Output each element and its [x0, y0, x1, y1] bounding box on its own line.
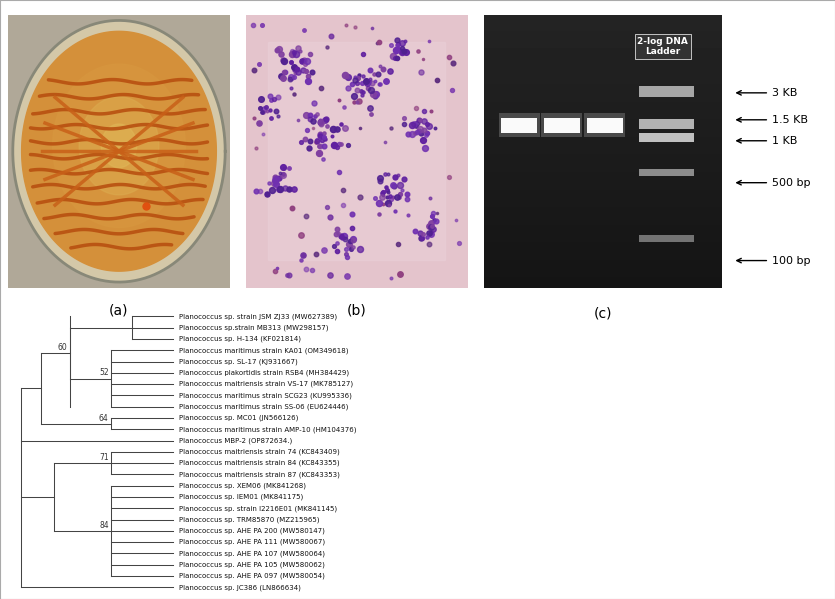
Text: 84: 84 — [99, 521, 109, 530]
Text: Planococcus sp. IEM01 (MK841175): Planococcus sp. IEM01 (MK841175) — [179, 494, 303, 500]
Text: Planococcus plakortidis strain RSB4 (MH384429): Planococcus plakortidis strain RSB4 (MH3… — [179, 370, 349, 376]
Polygon shape — [246, 15, 468, 288]
Text: Planococcus maitriensis strain VS-17 (MK785127): Planococcus maitriensis strain VS-17 (MK… — [179, 381, 352, 388]
Text: 100 bp: 100 bp — [736, 256, 811, 265]
Text: 71: 71 — [99, 453, 109, 462]
Text: Planococcus sp. AHE PA 107 (MW580064): Planococcus sp. AHE PA 107 (MW580064) — [179, 550, 325, 556]
Text: Planococcus sp. MC01 (JN566126): Planococcus sp. MC01 (JN566126) — [179, 415, 298, 421]
Text: (a): (a) — [109, 304, 129, 318]
Text: 64: 64 — [99, 413, 109, 422]
Text: 3 KB: 3 KB — [736, 88, 797, 98]
Text: Planococcus sp. AHE PA 105 (MW580062): Planococcus sp. AHE PA 105 (MW580062) — [179, 561, 325, 568]
Text: (c): (c) — [594, 307, 613, 320]
Polygon shape — [22, 31, 216, 271]
Text: Planococcus maritimus strain SS-06 (EU624446): Planococcus maritimus strain SS-06 (EU62… — [179, 404, 348, 410]
Text: Planococcus sp. XEM06 (MK841268): Planococcus sp. XEM06 (MK841268) — [179, 483, 306, 489]
Text: Planococcus sp. AHE PA 111 (MW580067): Planococcus sp. AHE PA 111 (MW580067) — [179, 539, 325, 546]
Polygon shape — [101, 124, 137, 168]
Text: Planococcus maritimus strain AMP-10 (HM104376): Planococcus maritimus strain AMP-10 (HM1… — [179, 426, 356, 432]
Text: Planococcus sp. SL-17 (KJ931667): Planococcus sp. SL-17 (KJ931667) — [179, 358, 297, 365]
Text: Planococcus sp. H-134 (KF021814): Planococcus sp. H-134 (KF021814) — [179, 336, 301, 342]
Polygon shape — [53, 64, 185, 228]
Text: Planococcus maritimus strain KA01 (OM349618): Planococcus maritimus strain KA01 (OM349… — [179, 347, 348, 353]
Text: 52: 52 — [99, 368, 109, 377]
Text: Planococcus sp. strain I2216E01 (MK841145): Planococcus sp. strain I2216E01 (MK84114… — [179, 505, 337, 512]
Text: 1.5 KB: 1.5 KB — [736, 115, 808, 125]
Text: 60: 60 — [58, 343, 68, 352]
Text: (b): (b) — [347, 304, 367, 318]
Text: Planococcus sp. JC386 (LN866634): Planococcus sp. JC386 (LN866634) — [179, 584, 301, 591]
Text: Planococcus maitriensis strain 87 (KC843353): Planococcus maitriensis strain 87 (KC843… — [179, 471, 339, 478]
Text: 1 KB: 1 KB — [736, 136, 797, 146]
Polygon shape — [79, 97, 159, 195]
Text: Planococcus sp.strain MB313 (MW298157): Planococcus sp.strain MB313 (MW298157) — [179, 325, 328, 331]
Text: Planococcus MBP-2 (OP872634.): Planococcus MBP-2 (OP872634.) — [179, 437, 291, 444]
Text: Planococcus maritimus strain SCG23 (KU995336): Planococcus maritimus strain SCG23 (KU99… — [179, 392, 352, 399]
Polygon shape — [268, 42, 446, 260]
Polygon shape — [13, 20, 225, 282]
Text: Planococcus maitriensis strain 84 (KC843355): Planococcus maitriensis strain 84 (KC843… — [179, 460, 339, 467]
Text: Planococcus sp. TRM85870 (MZ215965): Planococcus sp. TRM85870 (MZ215965) — [179, 516, 319, 523]
Text: Planococcus sp. AHE PA 200 (MW580147): Planococcus sp. AHE PA 200 (MW580147) — [179, 528, 325, 534]
Text: Planococcus sp. AHE PA 097 (MW580054): Planococcus sp. AHE PA 097 (MW580054) — [179, 573, 325, 579]
Text: Planococcus maitriensis strain 74 (KC843409): Planococcus maitriensis strain 74 (KC843… — [179, 449, 339, 455]
Polygon shape — [8, 15, 230, 288]
Text: 500 bp: 500 bp — [736, 178, 811, 187]
Text: 2-log DNA
Ladder: 2-log DNA Ladder — [637, 37, 688, 56]
Text: Planococcus sp. strain JSM ZJ33 (MW627389): Planococcus sp. strain JSM ZJ33 (MW62738… — [179, 313, 337, 320]
